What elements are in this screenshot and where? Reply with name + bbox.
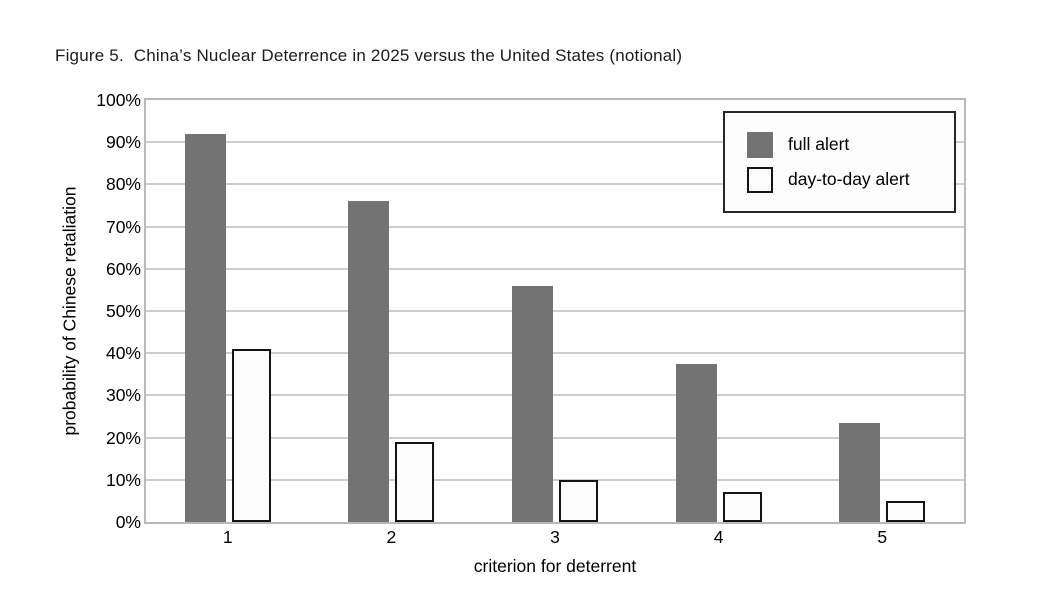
y-tick-label: 0%	[115, 512, 141, 532]
y-tick-label: 30%	[105, 385, 141, 406]
bar-day-to-day-alert-criterion-3	[559, 479, 598, 522]
gridline	[146, 394, 964, 397]
bar-full-alert-criterion-3	[512, 285, 553, 522]
bar-day-to-day-alert-criterion-2	[395, 441, 435, 522]
bar-full-alert-criterion-1	[184, 133, 226, 522]
x-tick-label: 4	[713, 527, 724, 547]
bar-full-alert-criterion-5	[839, 422, 881, 522]
gridline	[146, 478, 964, 481]
legend-label-day-to-day-alert: day-to-day alert	[788, 169, 910, 189]
x-tick-label: 5	[877, 527, 888, 547]
y-tick-label: 70%	[105, 216, 141, 237]
legend-item-full-alert: full alert	[747, 131, 954, 158]
gridline	[146, 310, 964, 312]
x-tick-label: 3	[550, 527, 560, 547]
day-to-day-alert-swatch-icon	[747, 166, 773, 193]
bar-day-to-day-alert-criterion-5	[886, 500, 926, 522]
gridline	[146, 436, 964, 439]
gridline	[146, 141, 964, 144]
chart-legend: full alert day-to-day alert	[723, 111, 956, 213]
x-tick-label: 1	[222, 527, 233, 547]
x-axis-title: criterion for deterrent	[473, 556, 637, 576]
y-tick-label: 80%	[105, 174, 141, 195]
bar-full-alert-criterion-4	[675, 363, 717, 522]
bar-day-to-day-alert-criterion-4	[722, 492, 762, 522]
gridline	[146, 183, 964, 186]
y-tick-label: 100%	[96, 90, 141, 110]
y-tick-label: 50%	[105, 301, 141, 321]
gridline	[146, 352, 964, 355]
y-tick-label: 40%	[105, 343, 141, 364]
gridline	[146, 225, 964, 228]
legend-item-day-to-day-alert: day-to-day alert	[747, 166, 954, 193]
y-tick-label: 20%	[105, 427, 141, 448]
gridline	[146, 267, 964, 270]
y-tick-label: 60%	[105, 258, 141, 279]
bar-day-to-day-alert-criterion-1	[231, 348, 271, 522]
full-alert-swatch-icon	[747, 131, 773, 158]
figure-title: Figure 5. China’s Nuclear Deterrence in …	[55, 46, 683, 65]
legend-label-full-alert: full alert	[788, 134, 850, 154]
y-tick-label: 10%	[105, 469, 141, 490]
x-tick-label: 2	[386, 527, 397, 547]
bar-full-alert-criterion-2	[348, 201, 390, 522]
y-tick-label: 90%	[105, 132, 141, 153]
